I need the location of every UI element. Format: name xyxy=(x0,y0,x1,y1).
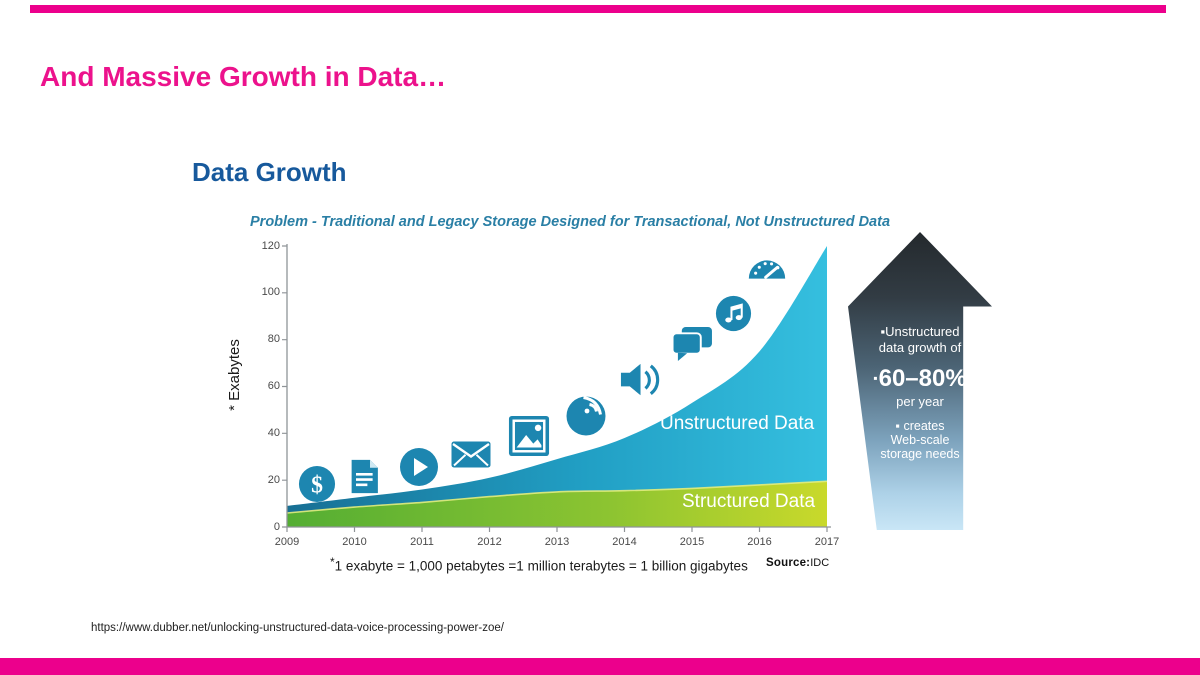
speedometer-icon xyxy=(747,254,787,285)
callout-per-year: per year xyxy=(896,394,944,409)
slide-title: And Massive Growth in Data… xyxy=(40,60,447,92)
y-tick-60: 60 xyxy=(267,380,280,392)
speaker-icon xyxy=(619,360,664,404)
x-tick-2014: 2014 xyxy=(612,536,637,548)
x-tick-2011: 2011 xyxy=(410,536,434,548)
x-tick-2010: 2010 xyxy=(342,536,367,548)
play-icon xyxy=(399,447,439,492)
growth-arrow-callout: ▪Unstructured data growth of ▪60–80% per… xyxy=(856,324,984,461)
music-icon xyxy=(715,295,752,337)
callout-stat-value: 60–80% xyxy=(878,365,967,392)
y-tick-40: 40 xyxy=(267,426,280,439)
chat-icon xyxy=(671,326,714,368)
callout-line4: Web-scale xyxy=(890,433,950,447)
footnote-text: 1 exabyte = 1,000 petabytes =1 million t… xyxy=(334,558,748,574)
x-tick-2012: 2012 xyxy=(477,536,502,548)
source-credit: Source:IDC xyxy=(766,557,829,569)
dollar-icon: $ xyxy=(298,465,336,508)
y-tick-20: 20 xyxy=(267,473,280,486)
callout-line1: ▪Unstructured xyxy=(880,324,960,339)
email-icon xyxy=(451,441,491,473)
x-tick-2013: 2013 xyxy=(544,536,570,548)
y-axis-label: * Exabytes xyxy=(225,339,243,411)
image-icon xyxy=(508,415,550,462)
source-label: Source: xyxy=(766,557,811,569)
bullet-icon: ▪ xyxy=(873,371,878,385)
callout-line2: data growth of xyxy=(878,340,962,355)
satellite-icon xyxy=(566,392,610,441)
bottom-accent-bar xyxy=(0,658,1200,675)
x-tick-2015: 2015 xyxy=(679,536,705,548)
callout-line3: ▪ creates xyxy=(895,419,945,433)
footnote-asterisk: * xyxy=(330,555,335,569)
svg-text:$: $ xyxy=(311,473,323,499)
x-tick-2016: 2016 xyxy=(747,536,772,548)
x-tick-2017: 2017 xyxy=(814,536,840,548)
y-tick-0: 0 xyxy=(273,520,280,533)
y-tick-120: 120 xyxy=(261,239,280,252)
callout-stat: ▪60–80% xyxy=(856,365,984,392)
unstructured-data-label: Unstructured Data xyxy=(660,413,815,434)
exabyte-footnote: *1 exabyte = 1,000 petabytes =1 million … xyxy=(330,554,748,574)
source-url[interactable]: https://www.dubber.net/unlocking-unstruc… xyxy=(91,622,504,634)
y-tick-80: 80 xyxy=(267,333,280,346)
x-tick-2009: 2009 xyxy=(274,536,300,548)
document-icon xyxy=(349,459,381,499)
chart-subtitle: Problem - Traditional and Legacy Storage… xyxy=(250,214,891,230)
y-tick-100: 100 xyxy=(261,286,280,299)
top-accent-bar xyxy=(30,5,1166,13)
chart-title: Data Growth xyxy=(192,157,347,187)
structured-data-label: Structured Data xyxy=(682,491,816,512)
source-value: IDC xyxy=(810,557,830,569)
callout-line5: storage needs xyxy=(880,447,960,461)
growth-arrow: ▪Unstructured data growth of ▪60–80% per… xyxy=(848,232,992,530)
